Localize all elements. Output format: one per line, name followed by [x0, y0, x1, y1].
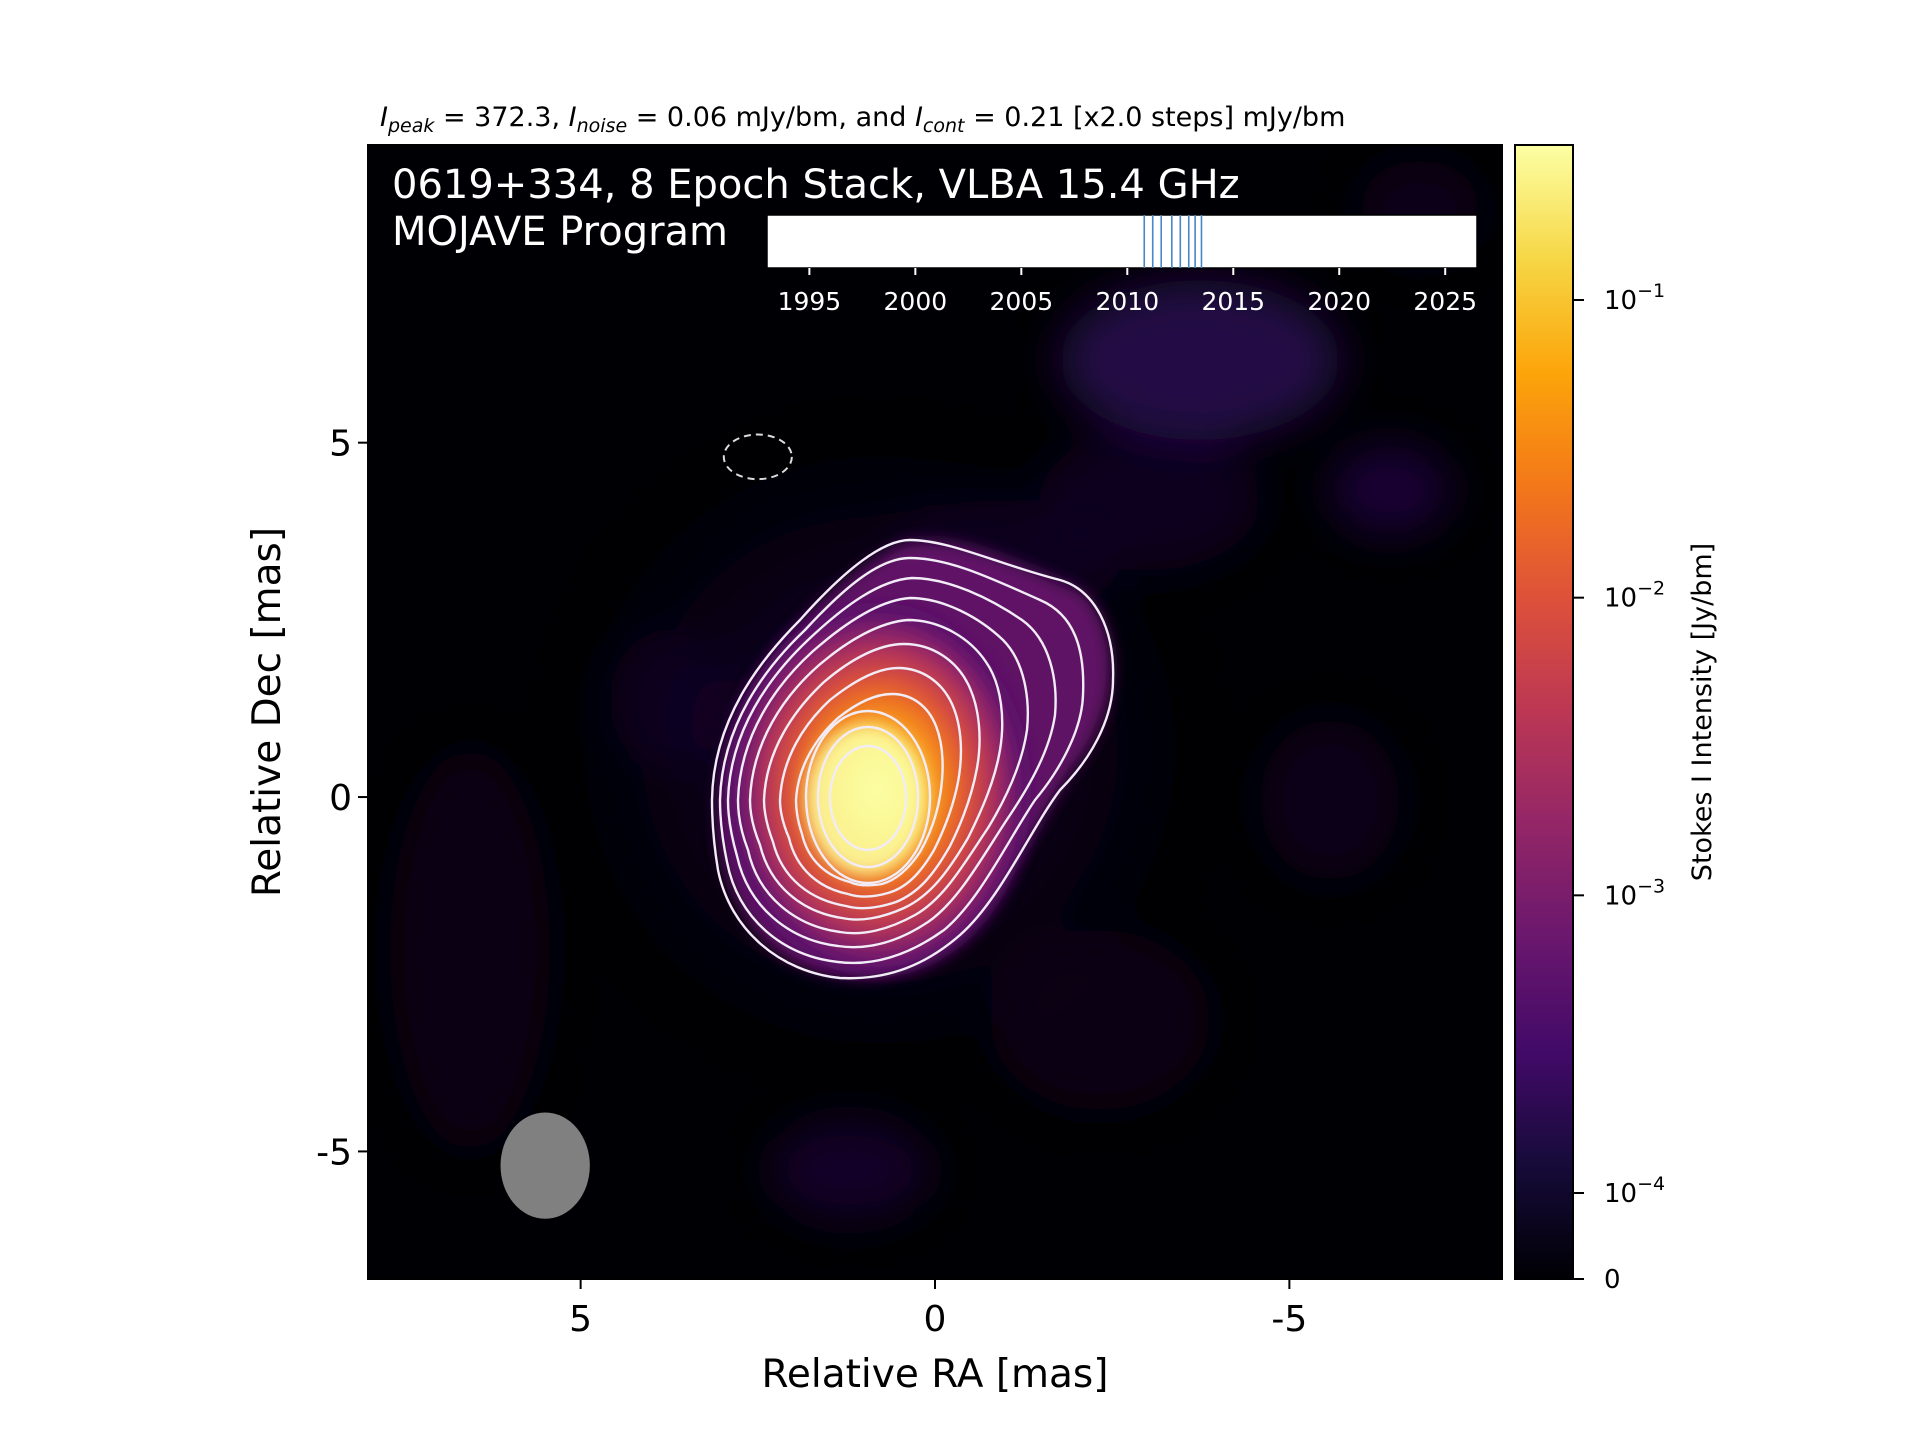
beam-ellipse: [500, 1112, 590, 1219]
timeline-box: [766, 214, 1478, 269]
title-cont-value: = 0.21 [x2.0 steps] mJy/bm: [964, 102, 1345, 133]
contour-level-6: [762, 642, 981, 910]
contour-level-11: [828, 744, 908, 852]
colorbar-tick-label: 10−2: [1604, 578, 1665, 614]
contour-level-2: [718, 556, 1085, 965]
colorbar-tick-label: 10−1: [1604, 280, 1665, 316]
title-peak-value: = 372.3,: [434, 102, 568, 133]
y-axis: 5 0 -5: [316, 424, 368, 1173]
y-tick-label: 0: [329, 778, 352, 819]
chart-title: Ipeak = 372.3, Inoise = 0.06 mJy/bm, and…: [380, 102, 1345, 137]
contour-level-9: [804, 709, 932, 885]
x-tick-label: 5: [569, 1299, 592, 1340]
contour-level-10: [816, 725, 920, 869]
source-annotation-line2: MOJAVE Program: [392, 209, 728, 255]
x-axis: 5 0 -5: [569, 1279, 1307, 1340]
y-tick-label: 5: [329, 424, 352, 465]
colorbar: [1514, 144, 1574, 1280]
timeline-tick-label: 2020: [1307, 287, 1371, 316]
contour-level-5: [748, 618, 1004, 921]
epoch-timeline: 1995 2000 2005 2010 2015 2020 2025: [766, 214, 1478, 316]
intensity-image: [390, 160, 1480, 1220]
y-tick-label: -5: [316, 1132, 352, 1173]
title-noise-value: = 0.06 mJy/bm, and: [627, 102, 915, 133]
colorbar-ticks: 0 10−4 10−3 10−2 10−1: [1573, 280, 1665, 1295]
timeline-tick-label: 2015: [1201, 287, 1265, 316]
x-tick-label: -5: [1271, 1299, 1307, 1340]
contour-level-7: [778, 666, 963, 898]
y-axis-label: Relative Dec [mas]: [245, 527, 290, 897]
title-i-cont: I: [915, 102, 923, 133]
contour-level-1: [710, 538, 1115, 980]
contour-set: [710, 538, 1115, 980]
title-i-peak: I: [380, 102, 388, 133]
dashed-region: [722, 433, 793, 481]
colorbar-tick-label: 0: [1604, 1265, 1621, 1295]
colorbar-tick-label: 10−4: [1604, 1173, 1665, 1209]
source-annotation-line1: 0619+334, 8 Epoch Stack, VLBA 15.4 GHz: [392, 162, 1240, 208]
title-sub-cont: cont: [923, 115, 966, 137]
title-sub-noise: noise: [577, 115, 628, 137]
x-axis-label: Relative RA [mas]: [762, 1352, 1109, 1397]
contour-level-8: [794, 692, 944, 887]
timeline-tick-label: 2010: [1095, 287, 1159, 316]
title-i-noise: I: [569, 102, 577, 133]
title-sub-peak: peak: [387, 115, 435, 137]
timeline-tick-label: 1995: [778, 287, 842, 316]
contour-level-3: [726, 576, 1057, 949]
colorbar-label: Stokes I Intensity [Jy/bm]: [1687, 543, 1718, 881]
timeline-tick-label: 2025: [1413, 287, 1477, 316]
x-tick-label: 0: [924, 1299, 947, 1340]
colorbar-tick-label: 10−3: [1604, 875, 1665, 911]
contour-level-4: [736, 596, 1029, 935]
timeline-tick-label: 2005: [990, 287, 1054, 316]
timeline-tick-label: 2000: [884, 287, 948, 316]
